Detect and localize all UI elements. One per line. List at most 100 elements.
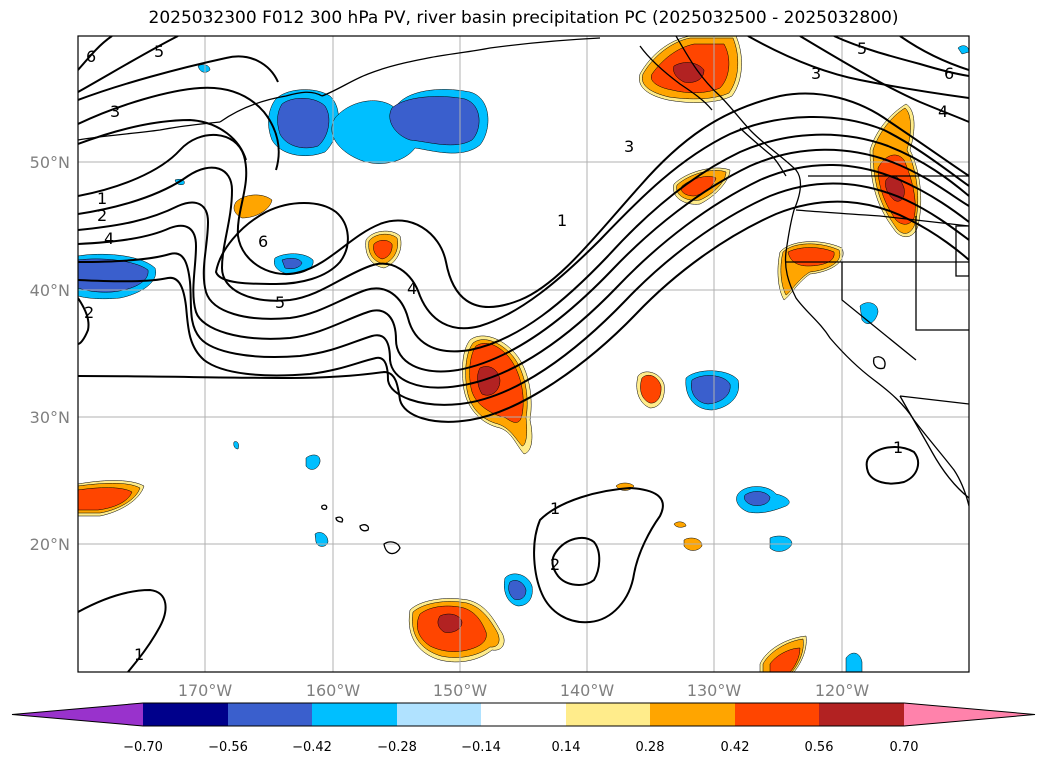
pos-region-central-pacific-max <box>477 366 501 396</box>
pv-contour-6-ne <box>899 36 969 71</box>
pos-region-small-3 <box>673 521 687 528</box>
pos-region-socal-strong <box>769 647 801 672</box>
pv-label-6-ne: 6 <box>944 64 954 83</box>
neg-region-east-a-core <box>691 375 731 405</box>
pv-label-2-sw: 2 <box>84 303 94 322</box>
pv-label-6-central: 6 <box>258 232 268 251</box>
pv-contour-3-ne <box>747 36 969 99</box>
pv-contour-1-baja <box>865 446 920 485</box>
pv-contour-5-trough <box>78 163 969 389</box>
colorbar-tick-7: 0.28 <box>636 740 665 755</box>
colorbar-tick-6: 0.14 <box>552 740 581 755</box>
neg-region-small-6 <box>197 64 211 73</box>
neg-region-west-edge-core <box>78 258 149 293</box>
negative-anomaly-regions <box>78 45 969 672</box>
pv-label-4-central: 4 <box>407 279 417 298</box>
colorbar-outline <box>11 702 1036 727</box>
colorbar-segment-7 <box>650 703 735 726</box>
neg-region-aleutian-a-core <box>277 98 330 149</box>
coast-hawaii-kauai <box>321 504 328 510</box>
pv-label-1-baja: 1 <box>893 438 903 457</box>
pv-contour-6-nw <box>78 36 113 71</box>
coast-alaska-peninsula <box>321 37 601 97</box>
pv-label-3-w: 3 <box>110 102 120 121</box>
colorbar-segment-1 <box>143 703 228 726</box>
coast-baja <box>899 395 969 499</box>
colorbar-segment-4 <box>397 703 481 726</box>
pv-label-6-nw: 6 <box>86 47 96 66</box>
pv-label-1-ne: 1 <box>557 211 567 230</box>
neg-region-east-b-core <box>744 491 771 506</box>
colorbar-tick-labels: −0.70 −0.56 −0.42 −0.28 −0.14 0.14 0.28 … <box>123 740 918 755</box>
neg-region-gulf-a-core <box>389 96 480 146</box>
pv-contour-1-south <box>533 486 664 624</box>
colorbar-tick-9: 0.56 <box>805 740 834 755</box>
colorbar-tick-4: −0.28 <box>377 740 417 755</box>
pos-region-nw-small <box>233 194 273 219</box>
lon-label-130w: 130°W <box>687 681 742 700</box>
coast-hawaii-maui <box>359 524 370 532</box>
pos-region-west-edge-strong <box>78 487 133 511</box>
lat-label-40n: 40°N <box>30 281 70 300</box>
pv-label-5-ne: 5 <box>857 39 867 58</box>
lat-label-30n: 30°N <box>30 408 70 427</box>
pv-contours <box>78 36 969 672</box>
border-id <box>915 216 969 331</box>
pv-contour-4-ne <box>799 36 969 123</box>
map-frame <box>77 35 970 673</box>
pv-contour-6-trough <box>78 182 969 406</box>
neg-region-small-7 <box>957 45 969 55</box>
pv-contour-4-nw <box>78 55 279 101</box>
colorbar-segment-2 <box>228 703 312 726</box>
colorbar-segment-9 <box>819 703 904 726</box>
neg-region-small-2 <box>314 532 329 547</box>
pv-label-4-ne: 4 <box>938 102 948 121</box>
pos-region-central-small-strong <box>373 240 393 260</box>
border-mexico <box>899 395 969 405</box>
colorbar-tick-10: 0.70 <box>890 740 919 755</box>
colorbar: −0.70 −0.56 −0.42 −0.28 −0.14 0.14 0.28 … <box>11 702 1036 755</box>
pv-label-5-nw: 5 <box>154 42 164 61</box>
lon-label-170w: 170°W <box>178 681 233 700</box>
colorbar-segment-6 <box>566 703 650 726</box>
pv-label-1-w: 1 <box>97 189 107 208</box>
colorbar-segment-3 <box>312 703 397 726</box>
coast-hawaii-big <box>383 541 401 555</box>
lon-label-140w: 140°W <box>560 681 615 700</box>
pv-contour-2-nw <box>78 118 247 161</box>
latitude-labels: 50°N 40°N 30°N 20°N <box>30 153 70 554</box>
pos-region-south-central-max <box>437 613 463 633</box>
pv-contour-ridge-inner <box>214 202 349 286</box>
border-east-box <box>955 225 969 277</box>
pv-contour-2-sw <box>78 297 90 345</box>
map-title: 2025032300 F012 300 hPa PV, river basin … <box>148 8 899 28</box>
lon-label-150w: 150°W <box>433 681 488 700</box>
pv-label-2-w: 2 <box>97 206 107 225</box>
longitude-labels: 170°W 160°W 150°W 140°W 130°W 120°W <box>178 681 870 700</box>
colorbar-tick-5: −0.14 <box>461 740 501 755</box>
coast-hawaii-oahu <box>335 516 344 523</box>
colorbar-tick-8: 0.42 <box>721 740 750 755</box>
neg-region-south-a-core <box>508 580 527 600</box>
lat-label-50n: 50°N <box>30 153 70 172</box>
pv-label-1-sw: 1 <box>134 645 144 664</box>
pv-label-2-south: 2 <box>550 555 560 574</box>
lake-tahoe <box>872 356 886 370</box>
pv-contour-1-trough <box>78 92 969 308</box>
lon-label-160w: 160°W <box>306 681 361 700</box>
coast-bc-islands <box>639 45 713 111</box>
lon-label-120w: 120°W <box>815 681 870 700</box>
colorbar-extend-max <box>904 703 1035 726</box>
border-nv <box>841 262 917 361</box>
colorbar-segment-5 <box>481 703 566 726</box>
pv-contour-3-trough <box>78 133 969 353</box>
coast-alaska-south <box>219 91 323 123</box>
colorbar-tick-1: −0.70 <box>123 740 163 755</box>
neg-region-small-5 <box>845 652 863 672</box>
pv-contour-5-ne <box>833 36 969 77</box>
pos-region-east-small-strong <box>640 375 662 404</box>
colorbar-tick-2: −0.56 <box>208 740 248 755</box>
pv-label-1-south: 1 <box>550 499 560 518</box>
pv-contour-2-trough <box>78 115 969 330</box>
